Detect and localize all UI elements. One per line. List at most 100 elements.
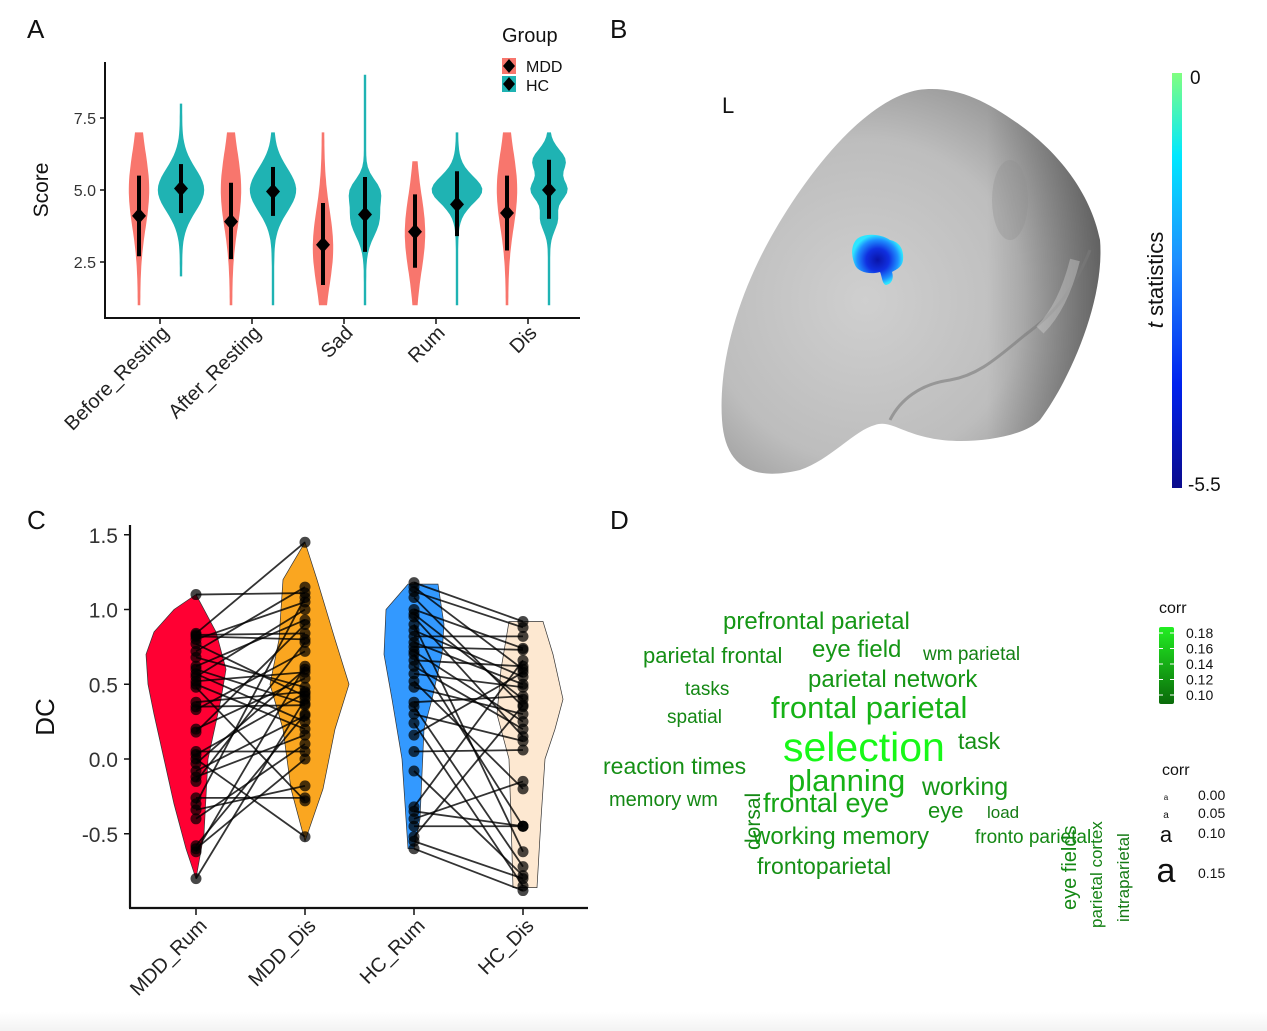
data-point — [517, 708, 529, 720]
y-tick-label: 5.0 — [74, 183, 96, 200]
data-point — [190, 681, 202, 693]
word-cloud-term: frontal parietal — [771, 690, 968, 725]
mean-point — [542, 182, 556, 198]
word-cloud-term: prefrontal parietal — [723, 608, 910, 635]
data-point — [299, 660, 311, 672]
word-cloud-term: fronto parietal — [975, 827, 1092, 848]
pair-line — [413, 695, 524, 704]
brain-hemisphere — [721, 89, 1101, 474]
y-tick-label: 1.0 — [89, 600, 118, 623]
data-point — [190, 726, 202, 738]
pair-line — [413, 608, 524, 650]
data-point — [299, 581, 311, 593]
data-point — [299, 645, 311, 657]
pair-line — [195, 601, 306, 641]
panel-label-b: B — [610, 14, 628, 44]
word-cloud-term: tasks — [685, 679, 730, 700]
x-tick-label: MDD_Rum — [126, 915, 211, 1000]
data-point — [299, 729, 311, 741]
mean-point — [266, 183, 280, 200]
pair-line — [195, 698, 306, 880]
mean-point — [174, 180, 188, 197]
panel-label-d: D — [610, 505, 629, 535]
word-cloud-term: planning — [788, 763, 906, 798]
mean-point — [358, 206, 372, 223]
data-point — [517, 690, 529, 702]
pair-line — [195, 713, 306, 847]
pair-line — [195, 623, 306, 733]
colorbar-title-italic: t — [1143, 321, 1168, 328]
pair-line — [195, 635, 306, 641]
data-point — [190, 873, 202, 885]
data-point — [517, 820, 529, 832]
data-point — [299, 636, 311, 648]
pair-line — [413, 840, 524, 880]
mean-point — [224, 213, 238, 230]
pair-line — [413, 713, 524, 742]
color-legend-ticks: 0.180.160.140.120.10 — [1159, 625, 1213, 703]
word-cloud-term: working — [922, 773, 1009, 801]
data-point — [408, 708, 420, 720]
word-cloud: prefrontal parietal parietal frontal eye f… — [595, 600, 1135, 929]
x-tick-label: HC_Rum — [356, 915, 430, 989]
y-tick-label: -0.5 — [82, 824, 118, 847]
x-tick-label: HC_Dis — [474, 915, 538, 979]
pair-line — [413, 706, 524, 868]
size-legend-glyph: a — [1157, 852, 1176, 890]
t-statistics-colorbar: 0 -5.5 t statistics — [1143, 68, 1221, 496]
data-point — [190, 704, 202, 716]
violin-mdd-rum — [145, 593, 227, 879]
pair-line — [195, 714, 306, 772]
data-point — [517, 744, 529, 756]
pair-line — [195, 758, 306, 850]
pair-line — [195, 671, 306, 683]
color-legend-label: 0.14 — [1186, 656, 1213, 672]
data-point — [299, 831, 311, 843]
data-point — [408, 592, 420, 604]
y-axis-title: Score — [30, 163, 53, 218]
data-point — [517, 630, 529, 642]
data-point — [408, 820, 420, 832]
pair-line — [413, 590, 524, 629]
data-point — [299, 604, 311, 615]
data-point — [517, 846, 529, 858]
data-point — [299, 536, 311, 548]
pair-line — [195, 656, 306, 689]
pair-line — [413, 659, 524, 808]
size-legend-glyph: a — [1160, 822, 1173, 847]
word-cloud-term: eye field — [812, 636, 902, 663]
word-cloud-term: spatial — [667, 707, 722, 728]
pair-line — [195, 704, 306, 708]
data-point — [299, 753, 311, 765]
pair-line — [413, 749, 524, 753]
data-point — [299, 592, 311, 604]
legend-diamond-icon — [503, 77, 515, 91]
pair-line — [413, 653, 524, 827]
colorbar-max-label: 0 — [1190, 68, 1201, 89]
x-tick-label: MDD_Dis — [244, 915, 320, 991]
x-tick-label: Rum — [404, 322, 449, 367]
word-cloud-term: task — [958, 728, 1001, 754]
brain-surface-map: L 0 -5.5 t statistics — [721, 68, 1221, 496]
data-point — [190, 804, 202, 816]
pair-line — [195, 592, 306, 596]
pair-line — [413, 645, 524, 651]
pair-line — [413, 629, 524, 678]
data-point — [517, 681, 529, 693]
data-point — [190, 813, 202, 825]
size-legend: a 0.00 a 0.05 a 0.10 a 0.15 — [1157, 787, 1226, 890]
pair-line — [195, 608, 306, 678]
mean-point — [132, 207, 146, 224]
pair-line — [413, 581, 524, 623]
word-cloud-term: wm parietal — [923, 644, 1021, 665]
word-cloud-term: selection — [783, 724, 945, 770]
data-point — [517, 621, 529, 633]
word-cloud-term: eye — [928, 798, 964, 823]
y-tick-label: 7.5 — [74, 111, 96, 128]
data-point — [408, 746, 420, 758]
violin-group — [128, 74, 568, 306]
legend-title: Group — [502, 25, 558, 47]
colorbar-title-rest: statistics — [1143, 232, 1168, 322]
pair-line — [413, 659, 524, 668]
